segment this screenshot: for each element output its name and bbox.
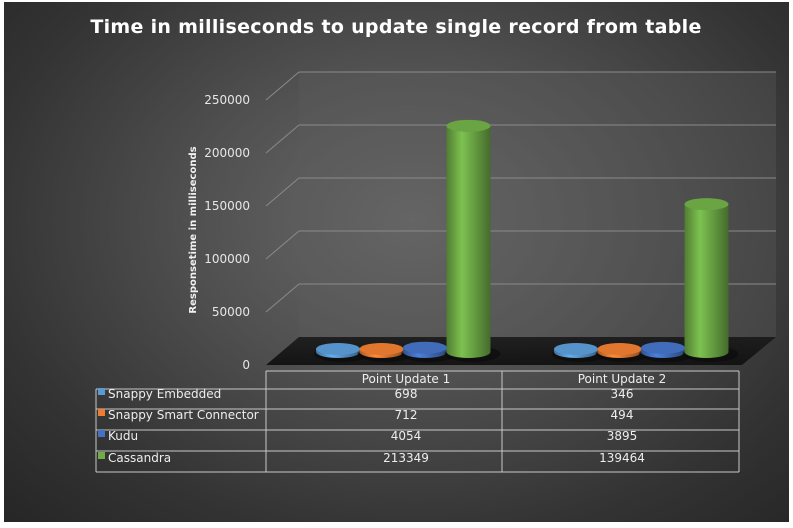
legend-key-kudu [98,430,105,437]
chart-area: Time in milliseconds to update single re… [4,2,789,522]
bar-snappy-smart-connector-point-update-1-top [359,343,404,355]
y-tick-label-50000: 50000 [212,305,250,319]
y-tick-label-200000: 200000 [204,146,250,160]
gridline-side-250000 [265,71,300,101]
category-label-point-update-1: Point Update 1 [362,372,451,386]
category-label-point-update-2: Point Update 2 [578,372,667,386]
legend-label-snappy-embedded: Snappy Embedded [108,387,221,401]
bar-kudu-point-update-1-top [403,341,447,354]
y-tick-label-0: 0 [242,358,250,372]
chart-svg: Time in milliseconds to update single re… [90,16,776,473]
table-cell-snappy-embedded-1: 698 [395,387,418,401]
data-table: Point Update 1 Point Update 2 Snappy Emb… [95,370,740,473]
legend-label-snappy-smart-connector: Snappy Smart Connector [108,408,259,422]
legend-label-kudu: Kudu [108,429,138,443]
table-cell-snappy-smart-connector-2: 494 [611,408,634,422]
bar-snappy-embedded-point-update-2-top [554,343,598,355]
bar-kudu-point-update-2-top [641,341,685,354]
table-cell-cassandra-1: 213349 [383,451,429,465]
y-tick-label-150000: 150000 [204,199,250,213]
legend-key-cassandra [98,452,105,459]
bar-cassandra-point-update-2 [684,204,729,358]
table-cell-snappy-embedded-2: 346 [611,387,634,401]
bar-cassandra-point-update-1 [446,125,491,358]
gridline-side-200000 [265,124,300,154]
table-cell-kudu-2: 3895 [607,429,638,443]
y-axis-ticks: 250000 200000 150000 100000 50000 0 [204,93,250,372]
y-tick-label-100000: 100000 [204,252,250,266]
chart-title: Time in milliseconds to update single re… [90,16,701,38]
y-tick-label-250000: 250000 [204,93,250,107]
y-axis-label: Responsetime in milliseconds [188,146,199,313]
gridline-side-100000 [265,230,300,260]
chart-back-wall [299,72,776,337]
bar-snappy-embedded-point-update-1-top [316,343,360,355]
table-cell-snappy-smart-connector-1: 712 [395,408,418,422]
legend-label-cassandra: Cassandra [108,451,171,465]
table-cell-kudu-1: 4054 [391,429,422,443]
legend-key-snappy-embedded [98,388,105,395]
gridline-side-50000 [265,283,300,313]
gridline-side-150000 [265,177,300,207]
bar-cassandra-point-update-2-top [684,198,729,211]
bar-snappy-smart-connector-point-update-2-top [597,343,642,355]
table-cell-cassandra-2: 139464 [599,451,645,465]
legend-key-snappy-smart-connector [98,409,105,416]
bars [314,119,739,362]
bar-cassandra-point-update-1-top [446,119,491,132]
